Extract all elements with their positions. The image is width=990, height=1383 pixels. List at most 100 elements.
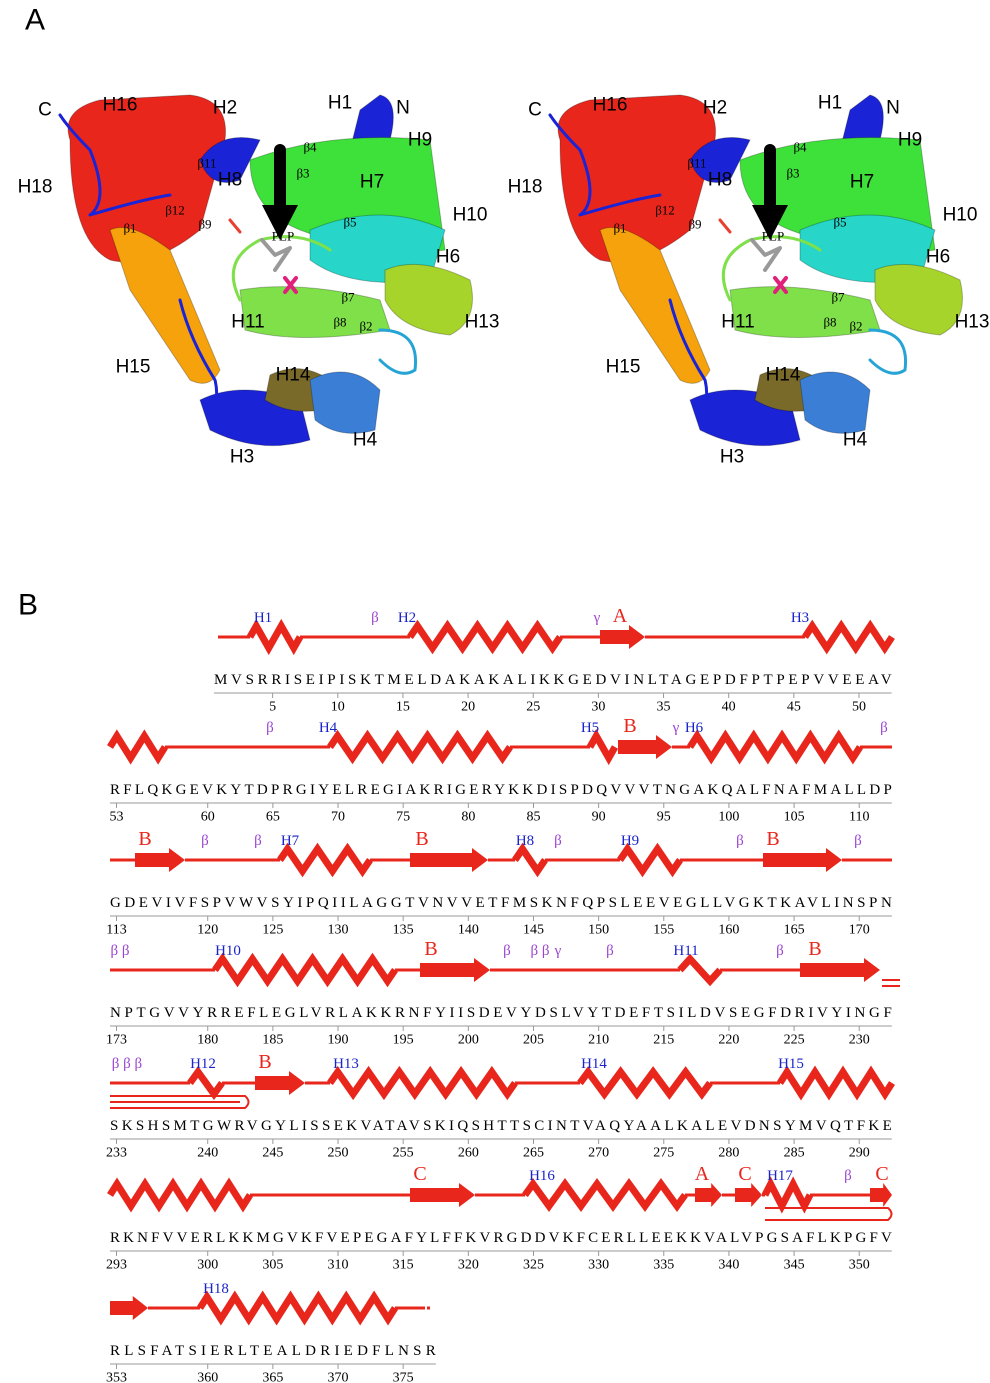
structure-label: PLP <box>762 229 784 244</box>
structure-annotation: A <box>613 605 628 627</box>
tick-label: 255 <box>393 1146 414 1161</box>
tick-label: 200 <box>458 1033 479 1048</box>
structure-label: H6 <box>436 247 460 268</box>
helix <box>107 729 168 765</box>
tick-label: 265 <box>523 1146 544 1161</box>
tick-label: 173 <box>106 1033 127 1048</box>
structure-label: PLP <box>272 229 294 244</box>
structure-label: β7 <box>831 290 845 305</box>
tick-label: 110 <box>849 810 869 825</box>
helix <box>109 227 221 384</box>
structure-label: β3 <box>786 166 799 181</box>
structure-label: N <box>886 98 900 119</box>
structure-annotation: H7 <box>281 833 300 849</box>
helix <box>677 953 723 987</box>
tick-label: 320 <box>458 1258 479 1273</box>
arrow-head <box>262 205 298 240</box>
structure-label: β3 <box>296 166 309 181</box>
helix <box>197 1290 398 1326</box>
tick-label: 340 <box>718 1258 739 1273</box>
structure-annotation: H10 <box>215 943 241 959</box>
tick-label: 165 <box>784 923 805 938</box>
structure-label: β8 <box>333 315 346 330</box>
sequence-panel: H1 β H2 γ A H3MVSRRISEIPISKTMELDAKAKALIKKGEDV… <box>106 605 900 1383</box>
sequence: NPTGVVYRREFLEGLVRLAKKRNFYIISDEVYDSLVYTDE… <box>110 1005 892 1021</box>
structure-label: C <box>38 100 52 121</box>
structure-annotation: β <box>371 610 379 626</box>
structure-annotation: H18 <box>203 1281 229 1297</box>
structure-annotation: β <box>503 943 511 959</box>
structure-annotation: B <box>766 828 779 850</box>
structure-label: H11 <box>231 312 264 333</box>
structure-annotation: β <box>854 833 862 849</box>
helix <box>761 1176 814 1214</box>
structure-annotation: γ <box>672 720 680 736</box>
tick-label: 130 <box>328 923 349 938</box>
helix <box>802 619 895 655</box>
tick-label: 5 <box>269 700 276 715</box>
tick-label: 53 <box>110 810 124 825</box>
tick-label: 180 <box>197 1033 218 1048</box>
ribbon <box>228 218 242 234</box>
ribbon <box>283 276 298 294</box>
sequence: RLSFATSIERLTEALDRIEDFLNSR <box>110 1343 436 1359</box>
helix <box>107 1177 253 1213</box>
tick-label: 233 <box>106 1146 127 1161</box>
structure-annotation: β <box>254 833 262 849</box>
helix <box>687 729 863 765</box>
structure-annotation: β <box>606 943 614 959</box>
tick-label: 300 <box>197 1258 218 1273</box>
structure-annotation: H17 <box>767 1168 793 1184</box>
strand <box>420 958 490 982</box>
structure-annotation: B <box>258 1051 271 1073</box>
structure-label: H7 <box>850 172 874 193</box>
helix <box>199 137 261 183</box>
tick-label: 350 <box>849 1258 870 1273</box>
structure-annotation: H1 <box>254 610 272 626</box>
strand <box>410 848 488 872</box>
structure-label: H15 <box>606 357 641 378</box>
helix <box>327 729 513 765</box>
tick-label: 270 <box>588 1146 609 1161</box>
helix <box>522 1178 688 1212</box>
tick-label: 35 <box>657 700 671 715</box>
structure-annotation: β <box>844 1168 852 1184</box>
structure-annotation: C <box>738 1163 751 1185</box>
tick-label: 205 <box>523 1033 544 1048</box>
structure-label: H18 <box>508 177 543 198</box>
structure-annotation: H15 <box>778 1056 804 1072</box>
tick-label: 65 <box>266 810 280 825</box>
structure-annotation: β β <box>110 943 129 959</box>
structure-label: H18 <box>18 177 53 198</box>
tick-label: 10 <box>331 700 345 715</box>
tick-label: 15 <box>396 700 410 715</box>
ribbon <box>260 238 292 272</box>
ribbon <box>548 113 662 217</box>
strand <box>135 848 185 872</box>
tick-label: 25 <box>526 700 540 715</box>
structure-label: β1 <box>123 221 136 236</box>
sequence: GDEVIVFSPVWVSYIPQIILAGGTVNVVETFMSKNFQPSL… <box>110 895 892 911</box>
sequence: SKSHSMTGWRVGYLISSEKVATAVSKIQSHTTSCINTVAQ… <box>110 1118 892 1134</box>
tick-label: 225 <box>784 1033 805 1048</box>
structure-label: β5 <box>343 215 356 230</box>
structure-label: H2 <box>213 98 237 119</box>
tick-label: 185 <box>262 1033 283 1048</box>
tick-label: 250 <box>328 1146 349 1161</box>
tick-label: 280 <box>718 1146 739 1161</box>
strand <box>870 1183 892 1207</box>
ribbon <box>668 298 709 422</box>
helix <box>799 371 871 434</box>
strand <box>410 1183 475 1207</box>
tick-label: 70 <box>331 810 345 825</box>
structure-label: H13 <box>955 312 990 333</box>
tick-label: 90 <box>592 810 606 825</box>
structure-label: H8 <box>218 170 242 191</box>
ribbon <box>750 238 782 272</box>
tick-label: 365 <box>262 1371 283 1383</box>
structure-label: H6 <box>926 247 950 268</box>
structure-annotation: B <box>424 938 437 960</box>
ribbon <box>718 218 732 234</box>
